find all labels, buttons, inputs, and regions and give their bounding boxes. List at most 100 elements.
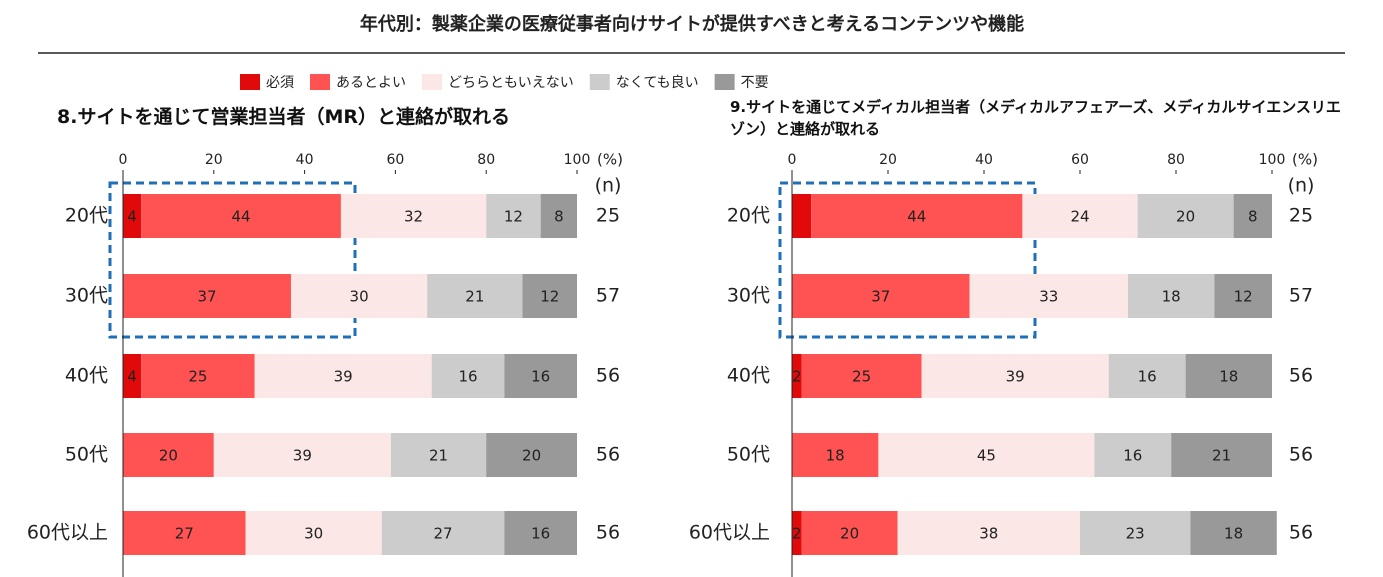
bar-segment [792,194,812,238]
legend-swatch [310,74,330,90]
x-tick-label: 80 [1167,152,1185,168]
bar-segment [123,274,291,318]
legend-swatch [589,74,610,90]
n-value: 56 [596,522,620,544]
value-label: 23 [1126,525,1145,543]
value-label: 12 [540,288,559,306]
value-label: 2 [792,368,802,386]
x-tick-label: 40 [296,152,314,168]
legend-swatch [422,74,442,90]
value-label: 20 [159,447,178,465]
bar-segment [1094,433,1172,477]
value-label: 18 [1162,288,1181,306]
category-label: 50代 [727,444,770,466]
bar-segment [811,194,1023,238]
bar-segment [1190,511,1277,555]
n-value: 25 [1289,205,1313,227]
value-label: 45 [977,447,996,465]
x-tick-label: 20 [205,152,223,168]
value-label: 2 [792,525,802,543]
bar-segment [431,354,505,398]
x-tick-label: 20 [879,152,897,168]
bar-segment [340,194,487,238]
value-label: 20 [840,525,859,543]
legend-label: どちらともいえない [448,75,574,91]
bar-segment [1128,274,1215,318]
bar-segment [540,194,577,238]
category-label: 20代 [727,205,770,227]
bar-segment [792,433,879,477]
chart-title: 8.サイトを通じて営業担当者（MR）と連絡が取れる [57,106,510,128]
bar-segment [486,194,541,238]
category-label: 30代 [65,285,108,307]
n-value: 56 [596,365,620,387]
value-label: 37 [197,288,216,306]
value-label: 16 [531,368,550,386]
value-label: 39 [293,447,312,465]
x-tick-label: 60 [386,152,404,168]
bar-segment [390,433,487,477]
value-label: 39 [1006,368,1025,386]
bar-segment [1233,194,1272,238]
x-tick-label: 60 [1071,152,1089,168]
x-unit: (%) [597,151,623,169]
value-label: 37 [871,288,890,306]
value-label: 8 [554,208,564,226]
bar-segment [123,354,142,398]
n-value: 56 [596,444,620,466]
bar-segment [141,354,255,398]
value-label: 25 [852,368,871,386]
value-label: 44 [231,208,250,226]
bar-segment [123,433,214,477]
n-header: (n) [1288,175,1315,197]
category-label: 20代 [65,205,108,227]
bar-segment [969,274,1128,318]
bar-segment [1137,194,1234,238]
category-label: 60代以上 [27,522,108,544]
value-label: 12 [504,208,523,226]
category-label: 30代 [727,285,770,307]
x-tick-label: 0 [788,152,797,168]
value-label: 18 [1224,525,1243,543]
value-label: 25 [188,368,207,386]
value-label: 21 [429,447,448,465]
bar-segment [878,433,1095,477]
bar-segment [123,194,142,238]
legend-label: 不要 [741,75,769,91]
legend-swatch [714,74,735,90]
bar-segment [792,354,802,398]
chart-title: 9.サイトを通じてメディカル担当者（メディカルアフェアーズ、メディカルサイエンス… [730,98,1341,138]
value-label: 12 [1234,288,1253,306]
value-label: 8 [1248,208,1258,226]
x-tick-label: 0 [119,152,128,168]
value-label: 32 [404,208,423,226]
highlight-box [108,181,357,339]
bar-segment [1171,433,1272,477]
x-tick-label: 100 [564,152,591,168]
bar-segment [792,274,970,318]
bar-segment [504,354,577,398]
value-label: 27 [175,525,194,543]
value-label: 18 [1219,368,1238,386]
bar-segment [427,274,523,318]
legend-label: なくても良い [616,75,699,91]
value-label: 24 [1070,208,1089,226]
bar-segment [254,354,432,398]
bar-segment [801,511,898,555]
bar-segment [213,433,391,477]
bar-segment [486,433,577,477]
value-label: 44 [907,208,926,226]
x-unit: (%) [1292,151,1318,169]
category-label: 50代 [65,444,108,466]
main-title: 年代別：製薬企業の医療従事者向けサイトが提供すべきと考えるコンテンツや機能 [360,13,1024,35]
value-label: 39 [334,368,353,386]
value-label: 4 [127,368,137,386]
value-label: 20 [1176,208,1195,226]
bar-segment [897,511,1080,555]
bar-segment [141,194,341,238]
bar-segment [1022,194,1138,238]
x-tick-label: 40 [975,152,993,168]
n-value: 56 [1289,365,1313,387]
